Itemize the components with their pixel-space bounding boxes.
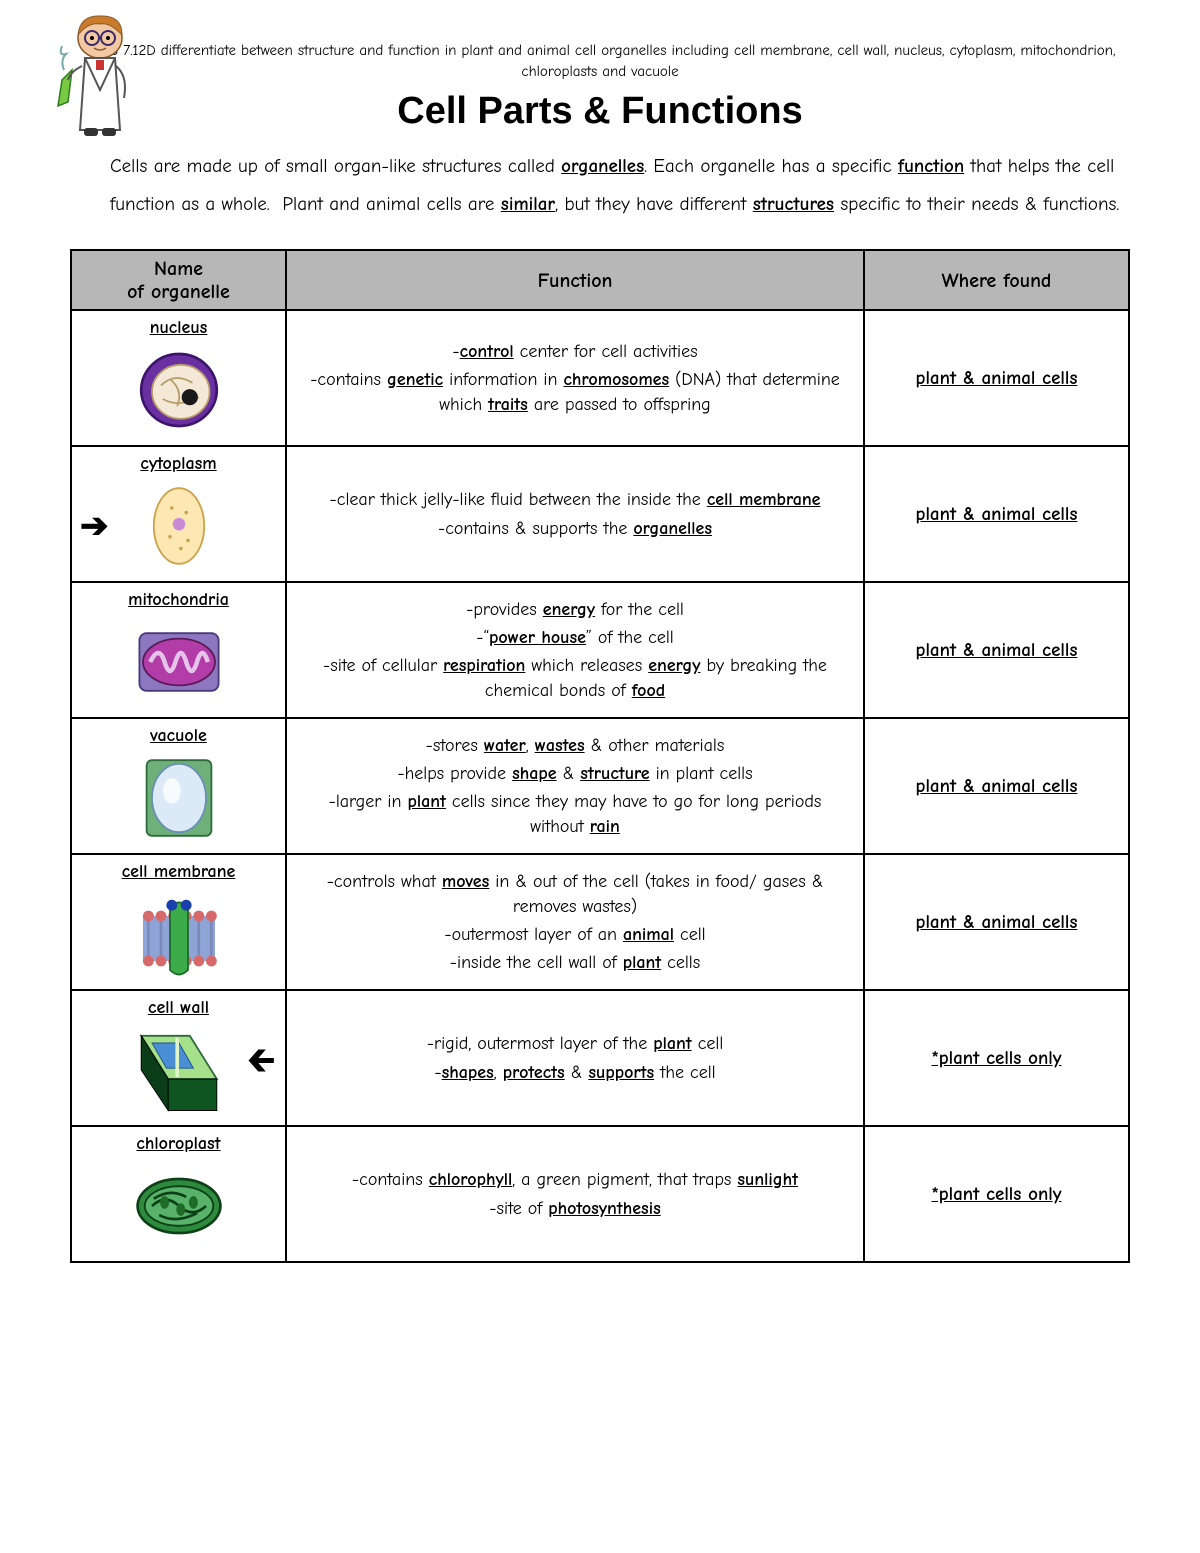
col-header-name: Nameof organelle: [71, 250, 286, 310]
chloroplast-icon: [76, 1158, 281, 1253]
organelle-name-cell: cell wall 🡰: [71, 990, 286, 1126]
membrane-icon: [76, 886, 281, 981]
col-header-function: Function: [286, 250, 864, 310]
organelle-where-cell: *plant cells only: [864, 990, 1129, 1126]
organelle-where-cell: plant & animal cells: [864, 310, 1129, 446]
organelle-function-cell: -stores water, wastes & other materials-…: [286, 718, 864, 854]
organelle-where-cell: plant & animal cells: [864, 854, 1129, 990]
organelle-name-cell: vacuole: [71, 718, 286, 854]
organelle-label: nucleus: [76, 317, 281, 338]
table-row: cell membrane-controls what moves in & o…: [71, 854, 1129, 990]
organelle-function-cell: -contains chlorophyll, a green pigment, …: [286, 1126, 864, 1262]
nucleus-icon: [76, 342, 281, 437]
organelle-function-cell: -rigid, outermost layer of the plant cel…: [286, 990, 864, 1126]
table-row: nucleus-control center for cell activiti…: [71, 310, 1129, 446]
organelle-function-cell: -provides energy for the cell-“power hou…: [286, 582, 864, 718]
organelle-name-cell: nucleus: [71, 310, 286, 446]
organelle-function-cell: -control center for cell activities-cont…: [286, 310, 864, 446]
cellwall-icon: 🡰: [76, 1022, 281, 1117]
col-header-where: Where found: [864, 250, 1129, 310]
organelle-label: mitochondria: [76, 589, 281, 610]
organelle-where-cell: *plant cells only: [864, 1126, 1129, 1262]
mitochondria-icon: [76, 614, 281, 709]
arrow-icon: ➔: [80, 506, 109, 546]
organelle-name-cell: chloroplast: [71, 1126, 286, 1262]
table-row: cytoplasm ➔ -clear thick jelly-like fluid …: [71, 446, 1129, 582]
teks-standard: TEKS 7.12D differentiate between structu…: [70, 40, 1130, 82]
organelle-label: cytoplasm: [76, 453, 281, 474]
organelle-name-cell: cytoplasm ➔: [71, 446, 286, 582]
organelle-function-cell: -controls what moves in & out of the cel…: [286, 854, 864, 990]
vacuole-icon: [76, 750, 281, 845]
scientist-illustration: [50, 10, 145, 140]
organelle-where-cell: plant & animal cells: [864, 582, 1129, 718]
organelle-name-cell: mitochondria: [71, 582, 286, 718]
organelle-label: chloroplast: [76, 1133, 281, 1154]
organelle-label: cell wall: [76, 997, 281, 1018]
organelle-where-cell: plant & animal cells: [864, 446, 1129, 582]
organelle-function-cell: -clear thick jelly-like fluid between th…: [286, 446, 864, 582]
table-row: mitochondria-provides energy for the cel…: [71, 582, 1129, 718]
table-row: chloroplast-contains chlorophyll, a gree…: [71, 1126, 1129, 1262]
organelle-name-cell: cell membrane: [71, 854, 286, 990]
arrow-icon: 🡰: [247, 1036, 275, 1093]
table-row: cell wall 🡰-rigid, outermost layer of the…: [71, 990, 1129, 1126]
organelle-where-cell: plant & animal cells: [864, 718, 1129, 854]
table-row: vacuole-stores water, wastes & other mat…: [71, 718, 1129, 854]
page-title: Cell Parts & Functions: [70, 90, 1130, 133]
intro-paragraph: Cells are made up of small organ-like st…: [70, 147, 1130, 223]
organelle-table: Nameof organelle Function Where found nu…: [70, 249, 1130, 1263]
organelle-label: cell membrane: [76, 861, 281, 882]
organelle-label: vacuole: [76, 725, 281, 746]
cytoplasm-icon: ➔: [76, 478, 281, 573]
